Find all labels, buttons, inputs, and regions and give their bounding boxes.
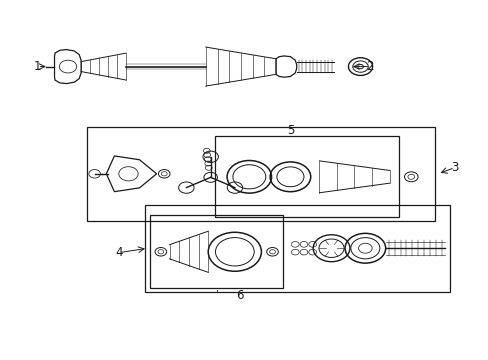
Bar (145, 205, 449, 292)
Bar (87, 127, 435, 221)
Bar (150, 215, 283, 288)
Bar (215, 136, 398, 217)
Text: 6: 6 (235, 289, 243, 302)
Text: 4: 4 (115, 246, 122, 259)
Text: 3: 3 (450, 161, 458, 174)
Text: 5: 5 (286, 124, 293, 137)
Text: 1: 1 (34, 60, 41, 73)
Text: 2: 2 (366, 60, 373, 73)
